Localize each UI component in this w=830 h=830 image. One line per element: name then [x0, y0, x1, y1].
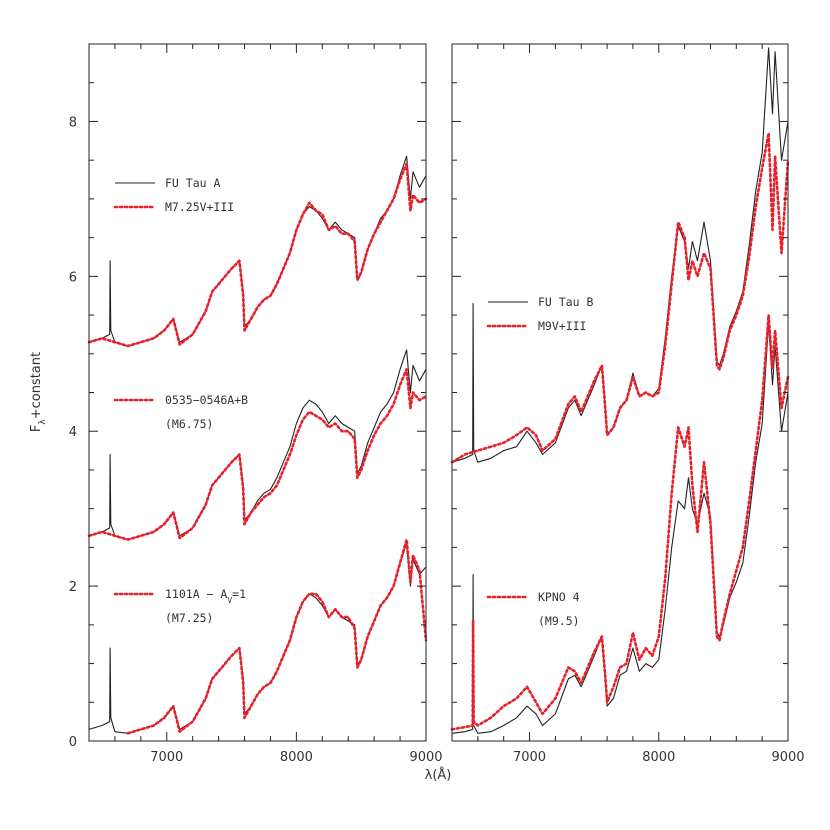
- right-legend-label: KPNO 4: [538, 590, 580, 604]
- left-legend-label: 0535−0546A+B: [165, 393, 248, 407]
- left-group-1-series-object-line: [88, 349, 427, 541]
- right-x-tick-label: 9000: [771, 750, 804, 765]
- left-x-tick-label: 8000: [280, 750, 313, 765]
- right-legend-note: (M9.5): [538, 614, 580, 628]
- right-group-1-series-object-line: [451, 322, 789, 734]
- chart-right: 7000 8000 9000 FU Tau B M9V+III KPNO 4 (M9.5): [450, 43, 805, 765]
- chart-left: 7000 8000 9000 0 2 4 6 8 FU Tau A M7.25V+III 0535…: [69, 43, 443, 765]
- left-group-2-series-template-line: [126, 538, 428, 735]
- y-axis-title: Fλ+constant: [29, 352, 48, 432]
- right-x-tick-label: 7000: [513, 750, 546, 765]
- left-y-tick-label: 0: [69, 735, 77, 750]
- left-y-tick-label: 2: [69, 580, 77, 595]
- left-group-2-series-object-line: [88, 542, 427, 734]
- left-series-layer: [87, 155, 428, 735]
- left-group-1-series-template-line: [87, 367, 428, 541]
- right-group-0-series-object-line: [451, 47, 789, 463]
- left-x-tick-label: 9000: [409, 750, 442, 765]
- left-y-tick-label: 4: [69, 425, 77, 440]
- right-x-tick-label: 8000: [642, 750, 675, 765]
- left-y-tick-label: 8: [69, 115, 77, 130]
- left-y-tick-label: 6: [69, 270, 77, 285]
- right-series-layer: [450, 47, 790, 734]
- left-group-0-series-template-line: [87, 162, 428, 348]
- left-axes-layer: 7000 8000 9000 0 2 4 6 8: [69, 43, 443, 765]
- left-legend-label-subscript: V: [227, 596, 232, 605]
- left-group-0-series-object-line: [88, 155, 427, 347]
- right-legend-label: M9V+III: [538, 319, 586, 333]
- left-legend-note: (M6.75): [165, 417, 213, 431]
- left-legend-label: M7.25V+III: [165, 200, 234, 214]
- left-legend-label-suffix: =1: [232, 587, 246, 601]
- left-legend-layer: FU Tau A M7.25V+III 0535−0546A+B (M6.75) 110…: [113, 176, 248, 625]
- y-axis-title-rest: +constant: [29, 352, 44, 419]
- left-legend-label: FU Tau A: [165, 176, 220, 190]
- right-legend-label: FU Tau B: [538, 295, 593, 309]
- left-legend-note: (M7.25): [165, 611, 213, 625]
- y-axis-title-subscript: λ: [38, 419, 48, 425]
- right-panel-frame: [451, 43, 789, 742]
- right-group-1-series-template-line: [450, 313, 790, 731]
- x-axis-title: λ(Å): [425, 767, 452, 783]
- left-legend-label: 1101A − AV=1: [165, 587, 246, 605]
- left-panel-frame: [88, 43, 427, 742]
- left-x-tick-label: 7000: [150, 750, 183, 765]
- right-axes-layer: 7000 8000 9000: [451, 43, 805, 765]
- right-group-0-series-template-line: [450, 131, 790, 464]
- right-legend-layer: FU Tau B M9V+III KPNO 4 (M9.5): [486, 295, 593, 628]
